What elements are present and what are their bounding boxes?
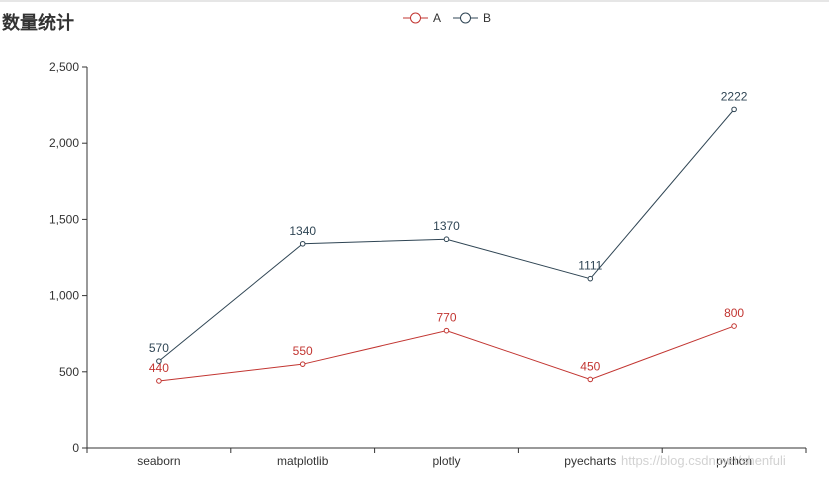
- data-point-A: [443, 327, 450, 334]
- data-label-B: 570: [149, 341, 169, 355]
- data-point-A: [731, 323, 737, 329]
- data-point-A: [587, 376, 594, 383]
- data-point-B: [587, 275, 594, 282]
- top-divider: [0, 0, 829, 2]
- data-label-A: 770: [436, 311, 456, 325]
- data-point-B: [299, 240, 306, 247]
- data-label-A: 440: [149, 361, 169, 375]
- data-label-B: 2222: [721, 89, 748, 103]
- data-label-B: 1340: [289, 224, 316, 238]
- x-tick-label: plotly: [432, 454, 460, 468]
- watermark: https://blog.csdn.net/shenfuli: [621, 453, 786, 468]
- x-tick-label: seaborn: [137, 454, 180, 468]
- data-label-A: 800: [724, 306, 744, 320]
- series-line-A: [158, 325, 735, 382]
- data-point-A: [156, 378, 162, 384]
- y-tick-label: 1,500: [49, 212, 79, 226]
- legend-marker-A: [410, 12, 421, 24]
- chart-title: 数量统计: [2, 13, 74, 34]
- legend-marker-B: [460, 12, 471, 24]
- data-label-A: 550: [293, 344, 313, 358]
- data-label-B: 1111: [578, 259, 602, 273]
- x-tick-label: matplotlib: [277, 454, 329, 468]
- data-label-B: 1370: [433, 219, 460, 233]
- data-point-B: [156, 358, 162, 364]
- y-tick-label: 2,000: [49, 136, 79, 150]
- x-tick-label: pyecharts: [564, 454, 616, 468]
- y-tick-label: 1,000: [49, 289, 79, 303]
- legend-label-A: A: [433, 11, 441, 25]
- data-label-A: 450: [580, 359, 600, 373]
- y-tick-label: 0: [72, 441, 79, 455]
- y-tick-label: 500: [59, 365, 79, 379]
- data-point-A: [299, 361, 306, 367]
- x-tick-label: python: [716, 454, 752, 468]
- data-point-B: [443, 236, 450, 243]
- legend-label-B: B: [483, 11, 491, 25]
- data-point-B: [731, 106, 737, 113]
- y-tick-label: 2,500: [49, 60, 79, 74]
